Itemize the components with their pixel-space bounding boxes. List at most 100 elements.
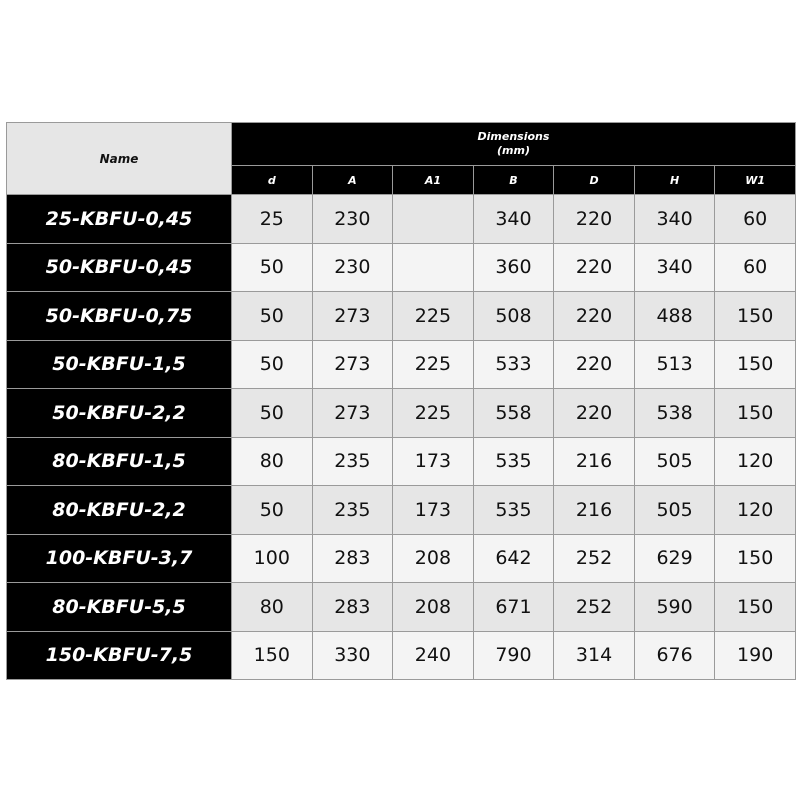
cell-h: 629 bbox=[633, 533, 716, 583]
cell-w1: 150 bbox=[714, 582, 796, 632]
column-header-d: d bbox=[231, 165, 313, 195]
dimensions-unit: (mm) bbox=[497, 144, 530, 157]
cell-d: 220 bbox=[553, 242, 635, 292]
model-name: 50-KBFU-2,2 bbox=[6, 388, 232, 438]
cell-b: 671 bbox=[472, 582, 555, 632]
cell-b: 360 bbox=[472, 242, 555, 292]
cell-w1: 150 bbox=[714, 291, 796, 341]
table-row: 50-KBFU-2,2 50 273 225 558 220 538 150 bbox=[6, 388, 796, 438]
cell-w1: 120 bbox=[714, 436, 796, 486]
cell-d: 314 bbox=[553, 630, 635, 680]
cell-d: 50 bbox=[231, 339, 313, 389]
cell-d: 252 bbox=[553, 582, 635, 632]
model-name: 80-KBFU-1,5 bbox=[6, 436, 232, 486]
cell-d: 100 bbox=[231, 533, 313, 583]
dimensions-table: Name Dimensions (mm) d A A1 B D H W1 25-KBFU-0… bbox=[6, 122, 796, 680]
cell-h: 590 bbox=[633, 582, 716, 632]
cell-a1: 208 bbox=[392, 582, 474, 632]
column-header-row: d A A1 B D H W1 bbox=[7, 165, 796, 195]
cell-h: 538 bbox=[633, 388, 716, 438]
cell-w1: 150 bbox=[714, 388, 796, 438]
cell-w1: 190 bbox=[714, 630, 796, 680]
cell-a1: 225 bbox=[392, 291, 474, 341]
table-row: 50-KBFU-1,5 50 273 225 533 220 513 150 bbox=[6, 339, 796, 389]
name-header: Name bbox=[6, 122, 232, 195]
cell-w1: 60 bbox=[714, 194, 796, 244]
cell-d: 50 bbox=[231, 485, 313, 535]
model-name: 50-KBFU-0,75 bbox=[6, 291, 232, 341]
cell-a: 273 bbox=[311, 339, 394, 389]
cell-h: 513 bbox=[633, 339, 716, 389]
dimensions-header: Dimensions (mm) bbox=[231, 122, 796, 166]
table-row: 50-KBFU-0,45 50 230 360 220 340 60 bbox=[6, 242, 796, 292]
cell-b: 533 bbox=[472, 339, 555, 389]
cell-a: 283 bbox=[311, 582, 394, 632]
table-row: 80-KBFU-5,5 80 283 208 671 252 590 150 bbox=[6, 582, 796, 632]
column-header-a1: A1 bbox=[392, 165, 474, 195]
column-header-w1: W1 bbox=[714, 165, 796, 195]
model-name: 150-KBFU-7,5 bbox=[6, 630, 232, 680]
cell-d: 216 bbox=[553, 436, 635, 486]
cell-a1: 225 bbox=[392, 388, 474, 438]
cell-a1: 208 bbox=[392, 533, 474, 583]
cell-h: 505 bbox=[633, 436, 716, 486]
cell-d: 220 bbox=[553, 194, 635, 244]
cell-w1: 120 bbox=[714, 485, 796, 535]
cell-b: 340 bbox=[472, 194, 555, 244]
cell-d: 50 bbox=[231, 291, 313, 341]
cell-h: 676 bbox=[633, 630, 716, 680]
cell-a: 330 bbox=[311, 630, 394, 680]
cell-d: 25 bbox=[231, 194, 313, 244]
cell-d: 216 bbox=[553, 485, 635, 535]
cell-a1 bbox=[392, 242, 474, 292]
cell-b: 558 bbox=[472, 388, 555, 438]
column-header-h: H bbox=[633, 165, 716, 195]
model-name: 100-KBFU-3,7 bbox=[6, 533, 232, 583]
table-row: 25-KBFU-0,45 25 230 340 220 340 60 bbox=[6, 194, 796, 244]
cell-a: 273 bbox=[311, 291, 394, 341]
cell-d: 80 bbox=[231, 436, 313, 486]
table-row: 150-KBFU-7,5 150 330 240 790 314 676 190 bbox=[6, 630, 796, 680]
model-name: 50-KBFU-1,5 bbox=[6, 339, 232, 389]
cell-d: 150 bbox=[231, 630, 313, 680]
column-header-b: B bbox=[472, 165, 555, 195]
cell-h: 340 bbox=[633, 242, 716, 292]
cell-a1: 173 bbox=[392, 436, 474, 486]
cell-d: 80 bbox=[231, 582, 313, 632]
dimensions-label: Dimensions bbox=[477, 130, 550, 143]
cell-a1: 240 bbox=[392, 630, 474, 680]
cell-d: 50 bbox=[231, 242, 313, 292]
model-name: 50-KBFU-0,45 bbox=[6, 242, 232, 292]
cell-w1: 150 bbox=[714, 533, 796, 583]
cell-b: 642 bbox=[472, 533, 555, 583]
cell-d: 220 bbox=[553, 291, 635, 341]
cell-h: 340 bbox=[633, 194, 716, 244]
cell-a: 235 bbox=[311, 485, 394, 535]
table-row: 100-KBFU-3,7 100 283 208 642 252 629 150 bbox=[6, 533, 796, 583]
table-row: 50-KBFU-0,75 50 273 225 508 220 488 150 bbox=[6, 291, 796, 341]
cell-a1: 173 bbox=[392, 485, 474, 535]
table-body: 25-KBFU-0,45 25 230 340 220 340 60 50-KBFU-0,45… bbox=[6, 194, 796, 680]
cell-d: 220 bbox=[553, 339, 635, 389]
cell-a1 bbox=[392, 194, 474, 244]
cell-d: 252 bbox=[553, 533, 635, 583]
model-name: 80-KBFU-5,5 bbox=[6, 582, 232, 632]
cell-a: 230 bbox=[311, 194, 394, 244]
cell-d: 220 bbox=[553, 388, 635, 438]
cell-b: 508 bbox=[472, 291, 555, 341]
column-header-d: D bbox=[553, 165, 635, 195]
cell-b: 790 bbox=[472, 630, 555, 680]
cell-a: 283 bbox=[311, 533, 394, 583]
cell-a: 230 bbox=[311, 242, 394, 292]
cell-b: 535 bbox=[472, 485, 555, 535]
cell-h: 488 bbox=[633, 291, 716, 341]
cell-a: 273 bbox=[311, 388, 394, 438]
cell-b: 535 bbox=[472, 436, 555, 486]
cell-w1: 150 bbox=[714, 339, 796, 389]
table-row: 80-KBFU-2,2 50 235 173 535 216 505 120 bbox=[6, 485, 796, 535]
cell-h: 505 bbox=[633, 485, 716, 535]
column-header-a: A bbox=[311, 165, 394, 195]
model-name: 80-KBFU-2,2 bbox=[6, 485, 232, 535]
cell-a: 235 bbox=[311, 436, 394, 486]
table-row: 80-KBFU-1,5 80 235 173 535 216 505 120 bbox=[6, 436, 796, 486]
